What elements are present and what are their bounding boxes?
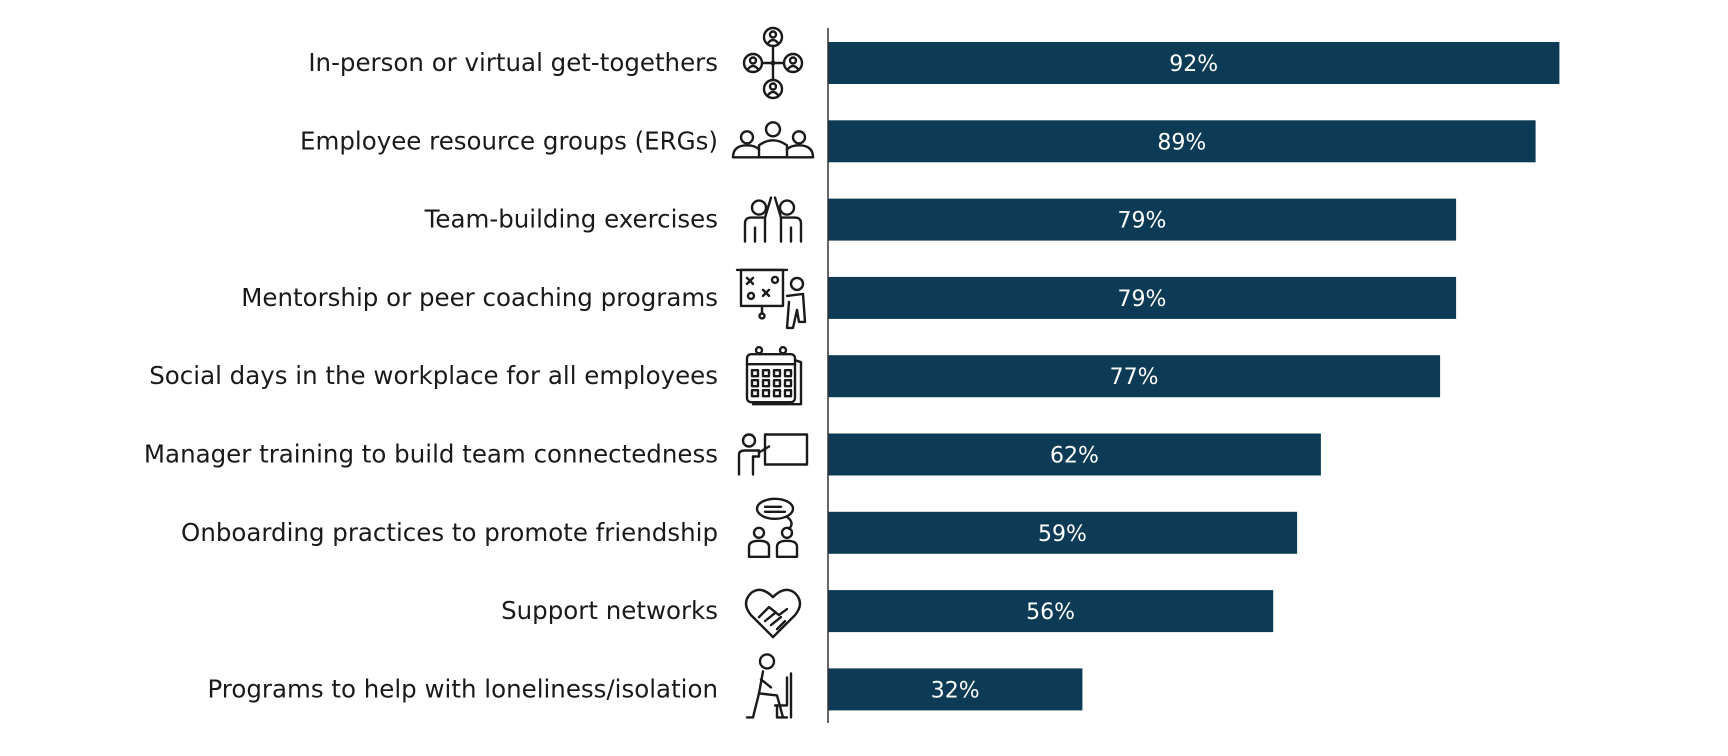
bar-3 (828, 198, 1457, 241)
bar-value-label: 56% (1026, 600, 1075, 625)
bar-value-label: 92% (1169, 52, 1218, 77)
icons-layer (731, 26, 815, 719)
bar-value-label: 32% (931, 678, 980, 703)
bar-8 (828, 590, 1274, 633)
calendar-icon (745, 346, 803, 406)
category-label: Programs to help with loneliness/isolati… (207, 674, 718, 703)
bar-value-label: 89% (1157, 130, 1206, 155)
teacher-board-icon (737, 433, 809, 476)
heart-handshake-icon (744, 588, 802, 639)
category-label: Employee resource groups (ERGs) (300, 126, 718, 155)
bar-5 (828, 355, 1441, 398)
group-icon (731, 121, 815, 159)
bar-6 (828, 433, 1321, 476)
bar-value-label: 59% (1038, 522, 1087, 547)
bar-2 (828, 120, 1536, 163)
bar-value-label: 79% (1118, 287, 1167, 312)
bar-7 (828, 511, 1298, 554)
bar-value-label: 79% (1118, 209, 1167, 234)
category-label: Team-building exercises (424, 205, 718, 234)
bar-value-label: 62% (1050, 444, 1099, 469)
chat-pair-icon (747, 497, 799, 558)
labels-layer: In-person or virtual get-togethers Employ… (144, 48, 718, 703)
bar-9 (828, 668, 1083, 711)
category-label: Social days in the workplace for all emp… (149, 361, 718, 390)
seated-person-icon (745, 653, 793, 719)
category-label: Mentorship or peer coaching programs (241, 283, 718, 312)
presentation-coach-icon (735, 268, 807, 330)
category-label: Onboarding practices to promote friendsh… (181, 518, 718, 547)
network-people-icon (742, 26, 804, 100)
high-five-icon (743, 196, 803, 243)
category-label: In-person or virtual get-togethers (308, 48, 718, 77)
category-label: Manager training to build team connected… (144, 440, 718, 469)
bar-4 (828, 276, 1457, 319)
bars-layer: 92% 89% 79% 79% 77% 62% 59% 56% 32% (828, 42, 1560, 711)
category-label: Support networks (501, 596, 718, 625)
bar-1 (828, 42, 1560, 84)
bar-value-label: 77% (1110, 365, 1159, 390)
